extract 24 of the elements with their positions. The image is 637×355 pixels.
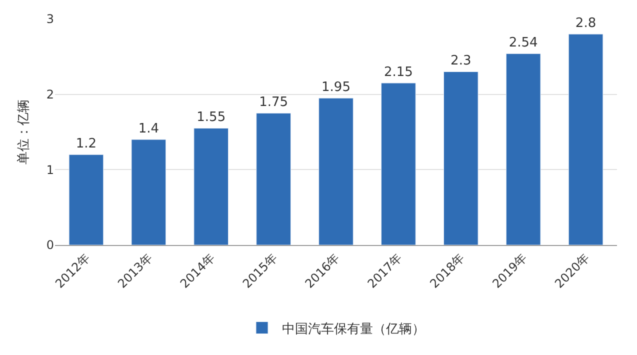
bar [318, 98, 354, 245]
data-label: 2.54 [508, 36, 538, 51]
bar [194, 128, 229, 245]
data-label: 1.4 [138, 122, 160, 137]
y-axis-title: 单位：亿辆 [16, 100, 32, 164]
bar [256, 112, 291, 245]
data-label: 2.8 [575, 16, 596, 32]
legend-label: 中国汽车保有量（亿辆） [282, 322, 425, 337]
data-label: 2.15 [384, 65, 413, 80]
data-label: 1.55 [196, 110, 226, 126]
data-label: 1.75 [259, 95, 288, 110]
y-tick-label: 0 [46, 238, 54, 252]
y-tick-label: 2 [46, 88, 54, 102]
bar [68, 154, 104, 245]
y-tick-label: 1 [46, 162, 54, 177]
bar [381, 82, 416, 245]
bar [131, 139, 166, 245]
data-label: 2.3 [450, 54, 472, 69]
bar [506, 53, 541, 245]
data-label: 1.95 [322, 80, 350, 96]
bar [443, 71, 478, 245]
y-tick-label: 3 [46, 12, 54, 26]
data-label: 1.2 [76, 136, 97, 152]
bar [568, 34, 604, 245]
